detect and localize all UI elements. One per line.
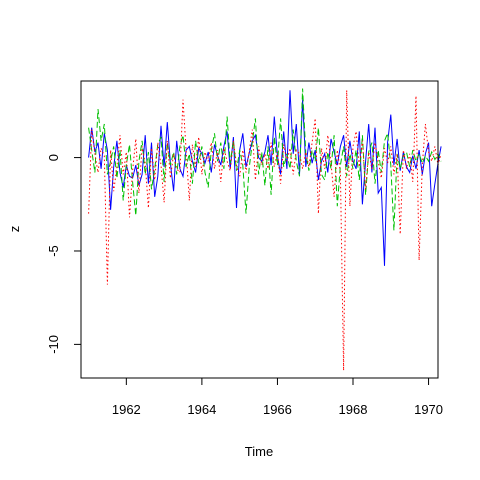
x-tick-label: 1964	[187, 402, 216, 417]
y-axis-label: z	[7, 226, 22, 233]
x-tick-label: 1968	[339, 402, 368, 417]
series-line-1	[88, 90, 442, 266]
y-tick-label: -5	[46, 245, 61, 257]
y-axis: 0 -5 -10	[46, 154, 82, 354]
y-tick-label: 0	[46, 154, 61, 161]
x-tick-label: 1962	[112, 402, 141, 417]
series-line-3	[88, 90, 442, 371]
series-line-2	[88, 88, 442, 231]
series-layer	[88, 88, 442, 371]
x-tick-label: 1970	[414, 402, 443, 417]
x-axis-label: Time	[245, 444, 273, 459]
x-axis: 1962 1964 1966 1968 1970	[112, 377, 443, 417]
x-tick-label: 1966	[263, 402, 292, 417]
y-tick-label: -10	[46, 335, 61, 354]
